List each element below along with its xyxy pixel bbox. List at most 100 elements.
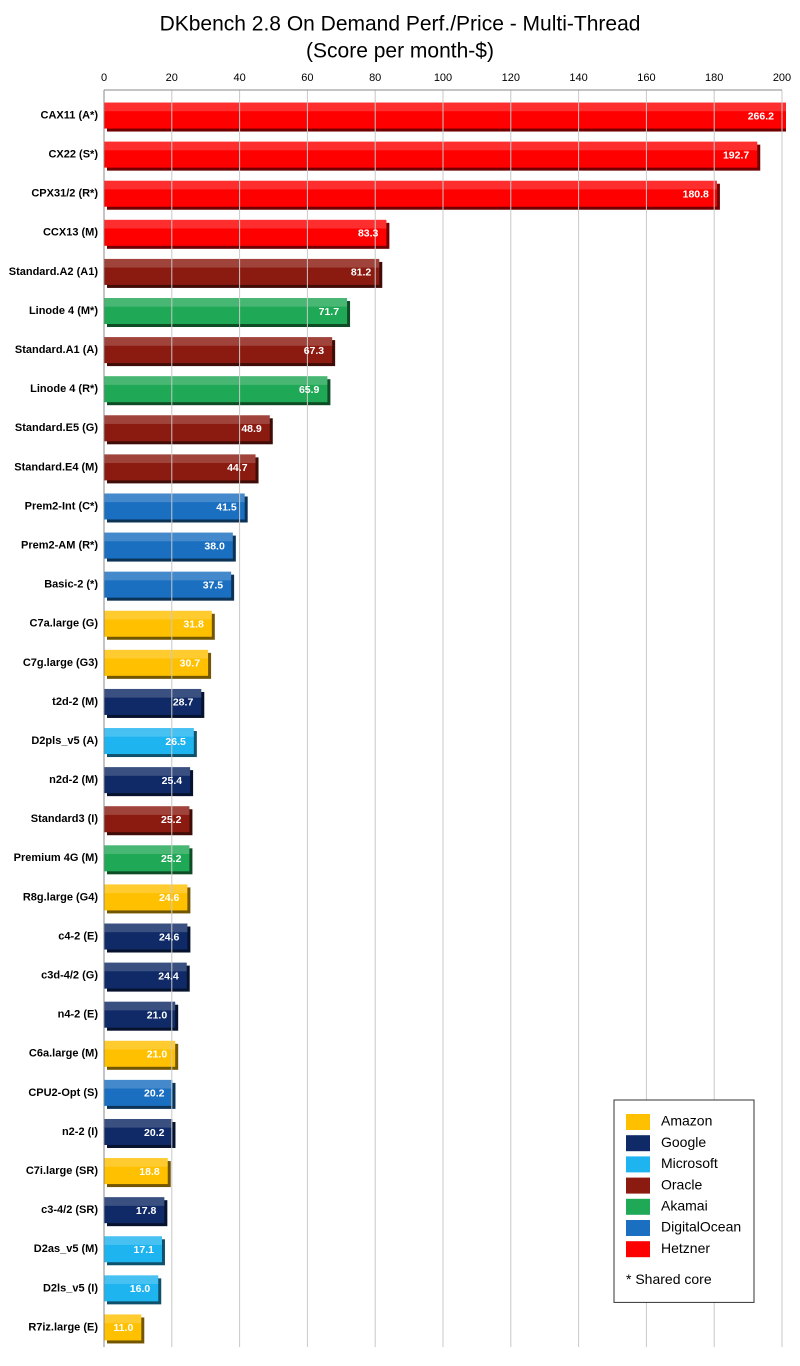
bar-highlight — [104, 415, 270, 424]
y-tick-label: C7a.large (G) — [30, 618, 99, 630]
bar — [104, 610, 212, 637]
value-label: 81.2 — [351, 267, 372, 279]
bar — [104, 493, 245, 520]
value-label: 21.0 — [147, 1009, 168, 1021]
value-label: 25.4 — [162, 775, 183, 787]
x-tick-label: 40 — [233, 72, 245, 84]
value-label: 16.0 — [130, 1283, 151, 1295]
x-tick-label: 200 — [773, 72, 791, 84]
bar-highlight — [104, 923, 188, 933]
legend-swatch — [626, 1156, 650, 1173]
x-tick-label: 140 — [569, 72, 587, 84]
y-tick-label: Basic-2 (*) — [44, 579, 98, 591]
bar-highlight — [104, 1118, 173, 1128]
bar-highlight — [104, 1079, 173, 1089]
bar-highlight — [104, 728, 194, 737]
legend-swatch — [626, 1135, 650, 1152]
value-label: 44.7 — [227, 462, 248, 474]
bar-highlight — [104, 532, 233, 542]
legend-label: Akamai — [661, 1198, 708, 1214]
y-tick-label: t2d-2 (M) — [52, 696, 98, 708]
y-tick-label: C7g.large (G3) — [23, 657, 99, 669]
legend-label: Hetzner — [661, 1240, 710, 1256]
y-tick-label: D2as_v5 (M) — [34, 1243, 99, 1255]
y-tick-label: CCX13 (M) — [43, 227, 98, 239]
bar-highlight — [104, 1158, 168, 1167]
bar-highlight — [104, 1001, 176, 1011]
y-tick-label: Standard.A2 (A1) — [9, 266, 99, 278]
bar-highlight — [104, 102, 786, 112]
value-label: 31.8 — [183, 619, 204, 631]
legend-label: Amazon — [661, 1113, 712, 1129]
bar — [104, 337, 333, 364]
bar — [104, 1197, 165, 1224]
y-tick-label: Standard.A1 (A) — [15, 344, 98, 356]
chart-subtitle: (Score per month-$) — [306, 40, 494, 63]
value-label: 18.8 — [139, 1166, 160, 1178]
y-tick-label: Prem2-Int (C*) — [25, 500, 99, 512]
bar — [104, 884, 188, 911]
bar — [104, 728, 194, 755]
y-tick-label: c3d-4/2 (G) — [41, 970, 98, 982]
bar-highlight — [104, 571, 232, 581]
value-label: 37.5 — [203, 579, 224, 591]
y-tick-label: D2ls_v5 (I) — [43, 1282, 98, 1294]
value-label: 24.6 — [159, 892, 180, 904]
bar-highlight — [104, 688, 202, 698]
bar — [104, 571, 232, 598]
bar — [104, 923, 188, 950]
y-tick-label: CX22 (S*) — [48, 149, 98, 161]
bar-highlight — [104, 298, 348, 307]
bar — [104, 454, 256, 481]
bar — [104, 102, 786, 129]
bar-highlight — [104, 141, 758, 151]
value-label: 25.2 — [161, 853, 182, 865]
bar-highlight — [104, 649, 209, 659]
bar-highlight — [104, 337, 333, 346]
x-tick-label: 0 — [101, 72, 107, 84]
y-tick-label: CPU2-Opt (S) — [28, 1087, 98, 1099]
bar — [104, 1275, 159, 1302]
y-tick-label: c3-4/2 (SR) — [41, 1204, 98, 1216]
bar — [104, 1040, 176, 1067]
bar — [104, 415, 270, 442]
bar — [104, 1314, 142, 1341]
bar-highlight — [104, 493, 245, 503]
bar-highlight — [104, 258, 380, 268]
bar — [104, 649, 209, 676]
value-label: 21.0 — [147, 1049, 168, 1061]
value-label: 11.0 — [113, 1322, 133, 1334]
value-label: 83.3 — [358, 228, 379, 240]
value-label: 17.8 — [136, 1205, 157, 1217]
y-tick-label: Standard.E5 (G) — [15, 422, 98, 434]
bar-highlight — [104, 219, 387, 229]
value-label: 180.8 — [683, 189, 709, 201]
bar — [104, 962, 187, 989]
bar-highlight — [104, 884, 188, 894]
y-tick-label: n2-2 (I) — [62, 1126, 98, 1138]
legend-note: * Shared core — [626, 1271, 712, 1287]
value-label: 48.9 — [241, 423, 262, 435]
chart-title: DKbench 2.8 On Demand Perf./Price - Mult… — [160, 13, 641, 36]
value-label: 41.5 — [216, 501, 237, 513]
y-tick-label: C7i.large (SR) — [26, 1165, 98, 1177]
legend-label: DigitalOcean — [661, 1219, 741, 1235]
bar-highlight — [104, 180, 717, 190]
bar — [104, 1001, 176, 1028]
bar-highlight — [104, 1040, 176, 1050]
x-tick-label: 120 — [502, 72, 520, 84]
y-tick-label: Linode 4 (M*) — [29, 305, 98, 317]
y-tick-label: Standard3 (I) — [31, 813, 99, 825]
plot-area — [104, 102, 786, 1344]
y-tick-label: n2d-2 (M) — [49, 774, 98, 786]
bar-highlight — [104, 454, 256, 464]
bar — [104, 258, 380, 285]
y-tick-label: D2pls_v5 (A) — [31, 735, 98, 747]
legend-label: Microsoft — [661, 1155, 718, 1171]
legend-swatch — [626, 1177, 650, 1194]
y-tick-label: CAX11 (A*) — [41, 109, 99, 121]
value-label: 25.2 — [161, 814, 182, 826]
bar-highlight — [104, 1197, 165, 1206]
y-tick-label: R7iz.large (E) — [28, 1321, 98, 1333]
